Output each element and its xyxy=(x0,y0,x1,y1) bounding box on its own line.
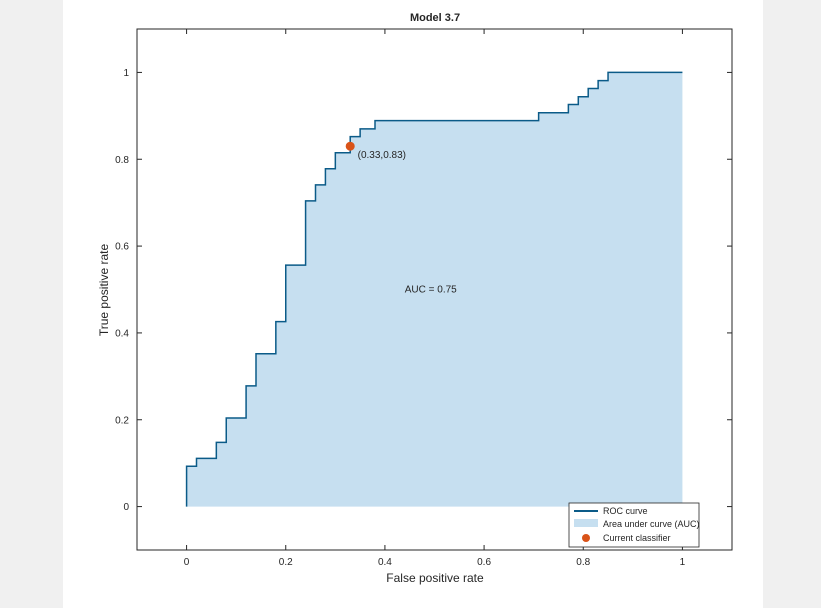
y-tick-label: 0 xyxy=(123,502,129,513)
legend-classifier-swatch xyxy=(582,534,590,542)
x-tick-label: 0.8 xyxy=(576,557,590,568)
y-tick-label: 0.6 xyxy=(115,242,129,253)
x-tick-label: 0.6 xyxy=(477,557,491,568)
y-tick-label: 0.2 xyxy=(115,415,129,426)
x-tick-label: 0.2 xyxy=(279,557,293,568)
auc-value-label: AUC = 0.75 xyxy=(405,285,457,296)
legend: ROC curve Area under curve (AUC) Current… xyxy=(569,503,700,547)
y-tick-label: 0.8 xyxy=(115,155,129,166)
legend-auc-label: Area under curve (AUC) xyxy=(603,519,700,529)
current-classifier-point xyxy=(346,142,355,151)
x-tick-label: 1 xyxy=(680,557,686,568)
legend-roc-label: ROC curve xyxy=(603,506,648,516)
legend-classifier-label: Current classifier xyxy=(603,533,671,543)
x-axis-label: False positive rate xyxy=(386,571,484,585)
chart-title: Model 3.7 xyxy=(410,12,460,24)
legend-auc-swatch xyxy=(574,519,598,527)
y-tick-label: 1 xyxy=(123,68,129,79)
y-tick-label: 0.4 xyxy=(115,328,129,339)
x-tick-label: 0 xyxy=(184,557,190,568)
x-tick-label: 0.4 xyxy=(378,557,392,568)
classifier-point-label: (0.33,0.83) xyxy=(358,150,406,161)
y-axis-label: True positive rate xyxy=(97,244,111,337)
